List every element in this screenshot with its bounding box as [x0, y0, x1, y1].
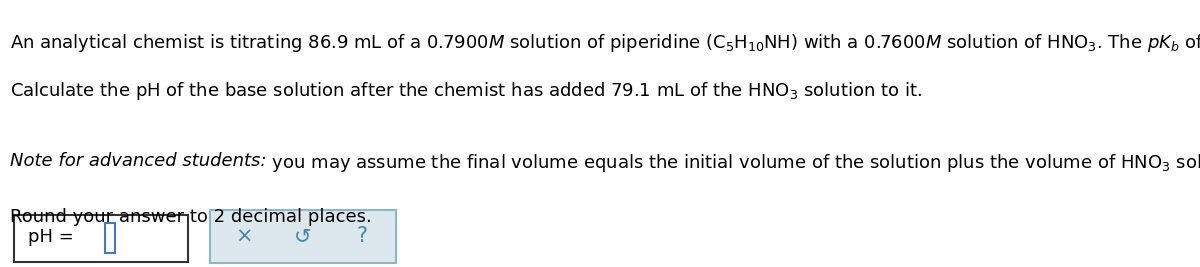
Text: ×: ×: [235, 226, 252, 246]
Text: you may assume the final volume equals the initial volume of the solution plus t: you may assume the final volume equals t…: [266, 152, 1200, 174]
Text: Calculate the pH of the base solution after the chemist has added 79.1 mL of the: Calculate the pH of the base solution af…: [10, 80, 922, 102]
Text: An analytical chemist is titrating 86.9 mL of a 0.7900$\mathit{M}$ solution of p: An analytical chemist is titrating 86.9 …: [10, 32, 1200, 54]
Text: Round your answer to 2 decimal places.: Round your answer to 2 decimal places.: [10, 208, 371, 226]
Text: ↺: ↺: [294, 226, 312, 246]
FancyBboxPatch shape: [104, 223, 115, 253]
Text: ?: ?: [356, 226, 368, 246]
Text: Note for advanced students:: Note for advanced students:: [10, 152, 266, 170]
Text: pH =: pH =: [29, 228, 80, 246]
